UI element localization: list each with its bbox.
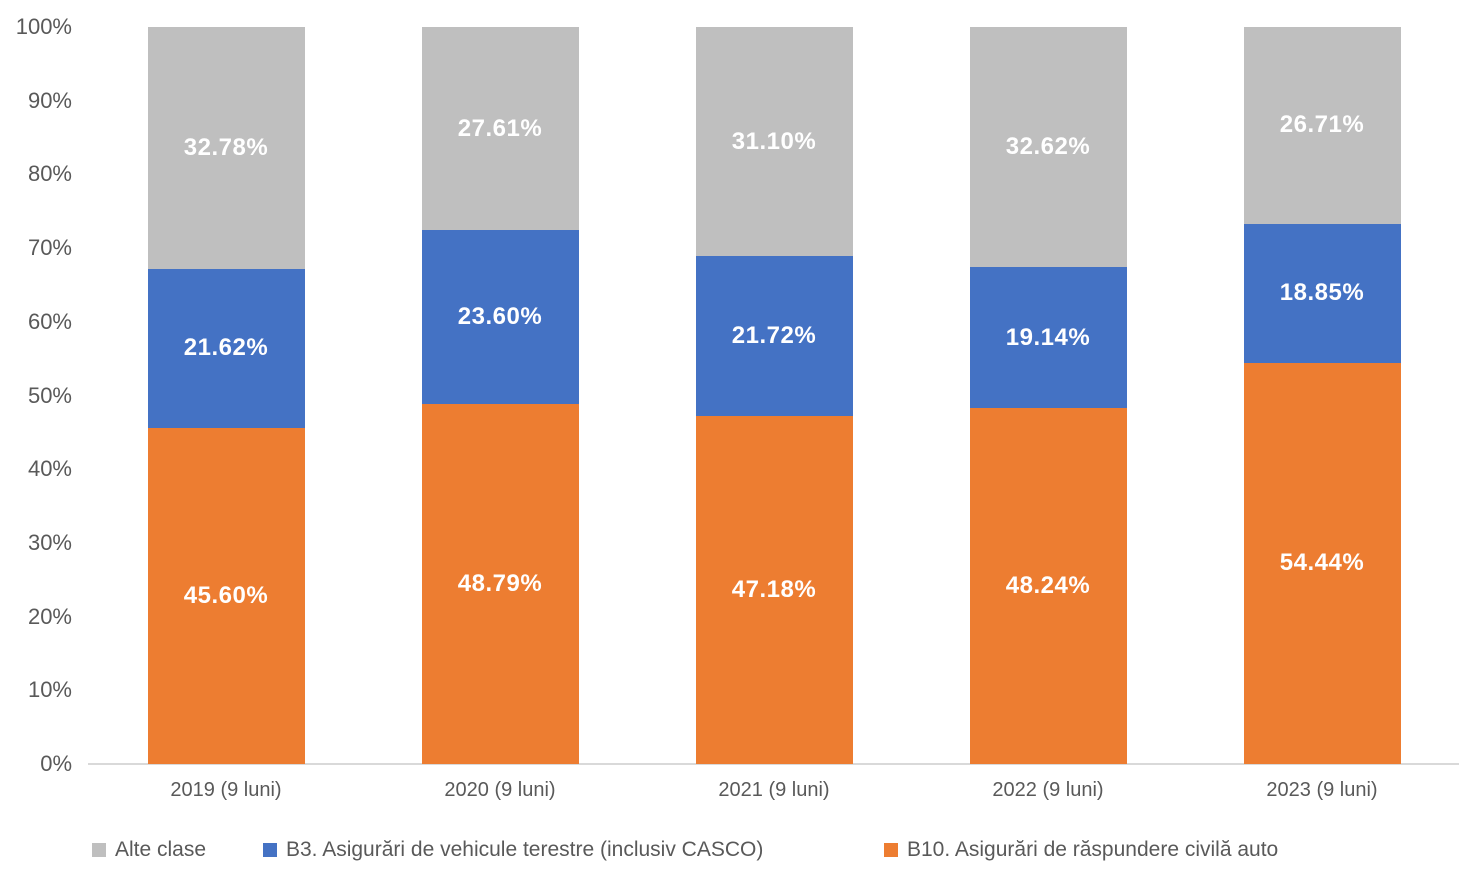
y-axis-tick-label: 50% <box>27 382 72 408</box>
data-label: 27.61% <box>457 114 543 142</box>
legend-item: Alte clase <box>92 838 206 862</box>
data-label: 45.60% <box>183 581 269 609</box>
data-label: 21.62% <box>183 334 269 362</box>
data-label: 23.60% <box>457 303 543 331</box>
bar-segment: 31.10% <box>695 27 853 257</box>
x-axis-category-label: 2019 (9 luni) <box>170 779 282 801</box>
y-axis-tick-label: 70% <box>27 235 72 261</box>
bar-segment: 47.18% <box>695 416 853 764</box>
y-axis-tick-label: 90% <box>27 87 72 113</box>
y-axis-tick-label: 40% <box>27 456 72 482</box>
data-label: 26.71% <box>1279 111 1365 139</box>
data-label: 21.72% <box>731 322 817 350</box>
y-axis-tick-label: 0% <box>40 751 72 776</box>
y-axis-tick-label: 10% <box>27 677 72 703</box>
legend-item: B10. Asigurări de răspundere civilă auto <box>884 838 1278 862</box>
data-label: 18.85% <box>1279 279 1365 307</box>
x-axis-line <box>88 763 1459 765</box>
legend-marker-icon <box>884 843 898 857</box>
bar-segment: 54.44% <box>1243 362 1401 764</box>
data-label: 31.10% <box>731 127 817 155</box>
y-axis-tick-label: 60% <box>27 308 72 334</box>
bar-segment: 48.79% <box>421 404 579 764</box>
legend-label: B3. Asigurări de vehicule terestre (incl… <box>286 838 764 861</box>
data-label: 48.79% <box>457 570 543 598</box>
legend-marker-icon <box>92 843 106 857</box>
bar-segment: 23.60% <box>421 230 579 405</box>
x-axis-category-label: 2023 (9 luni) <box>1266 779 1378 801</box>
data-label: 32.78% <box>183 133 269 161</box>
y-axis-tick-label: 30% <box>27 529 72 555</box>
bar-segment: 21.62% <box>147 268 305 428</box>
bar-segment: 19.14% <box>969 267 1127 409</box>
bar-segment: 18.85% <box>1243 223 1401 363</box>
y-axis-tick-label: 20% <box>27 603 72 629</box>
legend-label: Alte clase <box>115 838 207 861</box>
bar-segment: 32.62% <box>969 27 1127 268</box>
data-label: 47.18% <box>731 576 817 604</box>
x-axis-category-label: 2022 (9 luni) <box>992 779 1104 801</box>
bar-segment: 27.61% <box>421 27 579 231</box>
bar-segment: 26.71% <box>1243 27 1401 224</box>
legend-marker-icon <box>263 843 277 857</box>
data-label: 19.14% <box>1005 323 1091 351</box>
x-axis-category-label: 2020 (9 luni) <box>444 779 556 801</box>
bar-segment: 48.24% <box>969 408 1127 764</box>
y-axis-tick-label: 80% <box>27 161 72 187</box>
data-label: 48.24% <box>1005 572 1091 600</box>
bar-segment: 32.78% <box>147 27 305 269</box>
bar-segment: 45.60% <box>147 427 305 764</box>
legend: Alte clase B3. Asigurări de vehicule tere… <box>0 838 1473 868</box>
data-label: 32.62% <box>1005 133 1091 161</box>
x-axis-category-label: 2021 (9 luni) <box>718 779 830 801</box>
data-label: 54.44% <box>1279 549 1365 577</box>
legend-item: B3. Asigurări de vehicule terestre (incl… <box>263 838 763 862</box>
y-axis: 0% 10% 20% 30% 40% 50% 60% 70% 80% 90% 100% <box>0 0 72 877</box>
bar-segment: 21.72% <box>695 256 853 417</box>
legend-label: B10. Asigurări de răspundere civilă auto <box>907 838 1279 861</box>
y-axis-tick-label: 100% <box>15 14 72 39</box>
